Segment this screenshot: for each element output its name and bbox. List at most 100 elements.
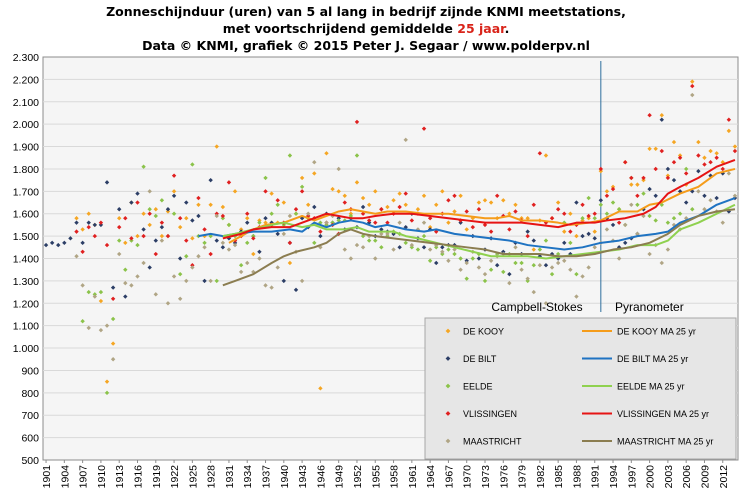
- data-point-maastricht: [708, 198, 713, 203]
- data-point-maastricht: [507, 280, 512, 286]
- data-point-eelde: [245, 240, 250, 246]
- data-point-maastricht: [153, 292, 158, 297]
- data-point-vlissingen: [702, 162, 707, 167]
- data-point-vlissingen: [104, 242, 110, 248]
- data-point-de-kooy: [604, 189, 610, 194]
- data-point-vlissingen: [141, 233, 146, 239]
- x-tick-label: 1967: [443, 465, 455, 489]
- data-point-maastricht: [629, 202, 634, 207]
- data-point-vlissingen: [665, 175, 671, 181]
- data-point-maastricht: [488, 258, 494, 263]
- data-point-maastricht: [348, 256, 354, 261]
- data-point-de-kooy: [177, 224, 183, 230]
- data-point-vlissingen: [641, 175, 646, 181]
- data-point-de-kooy: [531, 247, 536, 252]
- y-tick-label: 1.200: [13, 298, 39, 310]
- data-point-de-bilt: [68, 236, 73, 241]
- data-point-vlissingen: [214, 211, 219, 216]
- data-point-vlissingen: [177, 216, 183, 221]
- data-point-de-bilt: [677, 189, 683, 194]
- data-point-vlissingen: [171, 173, 177, 178]
- data-point-de-kooy: [635, 182, 640, 187]
- data-point-de-kooy: [629, 182, 634, 187]
- data-point-de-bilt: [507, 271, 512, 277]
- data-point-de-kooy: [251, 251, 256, 257]
- data-point-maastricht: [171, 274, 177, 279]
- data-point-maastricht: [86, 325, 91, 331]
- data-point-maastricht: [427, 247, 433, 252]
- data-point-maastricht: [123, 280, 128, 286]
- data-point-maastricht: [421, 220, 427, 225]
- data-point-de-kooy: [238, 227, 244, 232]
- y-tick-label: 1.600: [13, 209, 39, 221]
- data-point-eelde: [501, 269, 506, 275]
- data-point-maastricht: [623, 222, 628, 228]
- data-point-de-kooy: [555, 200, 561, 205]
- data-point-de-kooy: [434, 202, 439, 207]
- data-point-de-kooy: [141, 211, 146, 216]
- data-point-maastricht: [635, 231, 640, 237]
- data-point-vlissingen: [696, 153, 701, 158]
- data-point-eelde: [214, 278, 219, 284]
- legend-label-de-bilt-ma-25-yr: DE BILT MA 25 yr: [617, 354, 688, 364]
- y-tick-label: 1.800: [13, 164, 39, 176]
- data-point-vlissingen: [683, 171, 689, 176]
- y-tick-label: 800: [21, 388, 39, 400]
- data-point-maastricht: [403, 137, 408, 143]
- data-point-de-kooy: [641, 177, 646, 183]
- data-point-de-kooy: [336, 189, 341, 194]
- data-point-de-bilt: [92, 222, 98, 228]
- data-point-vlissingen: [153, 251, 158, 257]
- x-tick-label: 2003: [663, 465, 675, 489]
- data-point-maastricht: [409, 242, 415, 248]
- data-point-de-kooy: [184, 216, 189, 221]
- data-point-vlissingen: [616, 220, 622, 225]
- data-point-maastricht: [190, 265, 195, 270]
- data-point-eelde: [135, 242, 140, 248]
- data-point-de-kooy: [165, 209, 171, 214]
- data-point-de-kooy: [117, 216, 122, 221]
- data-point-eelde: [586, 195, 591, 201]
- data-point-vlissingen: [610, 186, 616, 192]
- data-point-de-bilt: [525, 229, 530, 234]
- data-point-de-bilt: [49, 240, 55, 246]
- y-tick-label: 1.900: [13, 142, 39, 154]
- x-tick-label: 1970: [462, 465, 474, 489]
- legend-marker-de-kooy: [445, 328, 451, 334]
- data-point-maastricht: [726, 171, 732, 176]
- data-point-de-kooy: [135, 233, 140, 239]
- data-point-de-bilt: [360, 204, 366, 210]
- data-point-maastricht: [263, 283, 268, 288]
- data-point-de-kooy: [403, 202, 408, 207]
- data-point-eelde: [568, 240, 573, 246]
- data-point-maastricht: [464, 260, 469, 266]
- data-point-de-bilt: [177, 256, 183, 261]
- data-point-eelde: [117, 238, 122, 243]
- data-point-de-bilt: [98, 222, 104, 228]
- data-point-de-kooy: [458, 193, 463, 199]
- data-point-eelde: [110, 316, 116, 322]
- y-tick-label: 1.100: [13, 321, 39, 333]
- data-point-vlissingen: [226, 180, 232, 185]
- data-point-eelde: [659, 202, 664, 207]
- data-point-de-bilt: [440, 245, 445, 250]
- data-point-vlissingen: [421, 126, 427, 131]
- data-point-vlissingen: [604, 193, 610, 199]
- data-point-de-bilt: [586, 231, 591, 237]
- data-point-de-kooy: [208, 202, 213, 207]
- data-point-vlissingen: [623, 160, 628, 165]
- y-tick-label: 1.400: [13, 254, 39, 266]
- data-point-de-kooy: [513, 202, 518, 207]
- data-point-de-bilt: [690, 189, 695, 194]
- x-tick-label: 1910: [96, 465, 108, 489]
- data-point-de-bilt: [159, 224, 165, 230]
- data-point-de-kooy: [366, 202, 372, 207]
- data-point-de-bilt: [214, 238, 219, 243]
- data-point-vlissingen: [671, 160, 677, 165]
- data-point-vlissingen: [488, 229, 494, 234]
- data-point-eelde: [159, 198, 165, 203]
- data-point-vlissingen: [403, 191, 408, 196]
- data-point-vlissingen: [568, 229, 573, 234]
- x-tick-label: 1901: [41, 465, 53, 489]
- data-point-vlissingen: [549, 216, 555, 221]
